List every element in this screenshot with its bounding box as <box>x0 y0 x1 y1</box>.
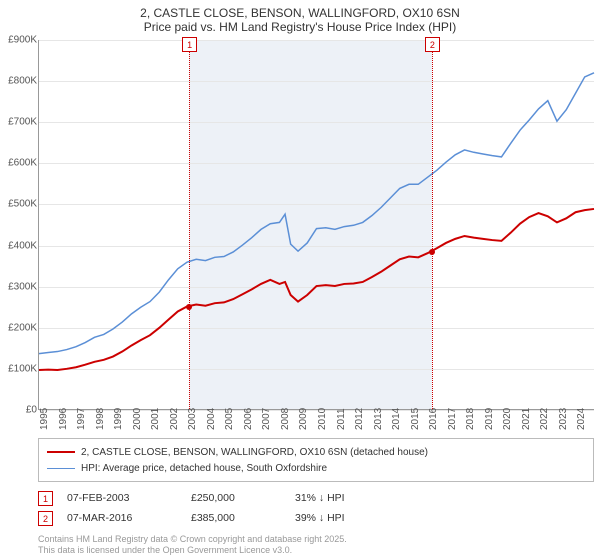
x-axis-label: 2009 <box>298 408 309 430</box>
legend-label: HPI: Average price, detached house, Sout… <box>81 463 327 474</box>
chart-svg <box>39 40 594 409</box>
x-axis-label: 1996 <box>58 408 69 430</box>
transaction-diff: 39% ↓ HPI <box>295 512 385 524</box>
transaction-marker-box: 2 <box>38 511 53 526</box>
y-axis-label: £800K <box>0 76 37 87</box>
x-axis-label: 2006 <box>243 408 254 430</box>
transaction-price: £250,000 <box>191 492 281 504</box>
x-axis-label: 2013 <box>373 408 384 430</box>
x-axis-label: 2008 <box>280 408 291 430</box>
chart-area: 1995199619971998199920002001200220032004… <box>38 40 594 410</box>
y-axis-label: £900K <box>0 35 37 46</box>
x-axis-label: 2016 <box>428 408 439 430</box>
title-subtitle: Price paid vs. HM Land Registry's House … <box>0 20 600 34</box>
marker-number-box: 1 <box>182 37 197 52</box>
footer-line: This data is licensed under the Open Gov… <box>38 545 594 556</box>
x-axis-label: 2021 <box>521 408 532 430</box>
legend-label: 2, CASTLE CLOSE, BENSON, WALLINGFORD, OX… <box>81 447 428 458</box>
x-axis-label: 1998 <box>95 408 106 430</box>
y-axis-label: £600K <box>0 158 37 169</box>
title-address: 2, CASTLE CLOSE, BENSON, WALLINGFORD, OX… <box>0 6 600 20</box>
y-axis-label: £700K <box>0 117 37 128</box>
x-axis-label: 2011 <box>336 408 347 430</box>
x-axis-label: 2001 <box>150 408 161 430</box>
x-axis-label: 1995 <box>39 408 50 430</box>
y-axis-label: £0 <box>0 405 37 416</box>
y-axis-label: £200K <box>0 322 37 333</box>
y-axis-label: £400K <box>0 240 37 251</box>
transaction-date: 07-MAR-2016 <box>67 512 177 524</box>
x-axis-label: 2018 <box>465 408 476 430</box>
x-axis-label: 2010 <box>317 408 328 430</box>
marker-dot <box>429 249 435 255</box>
transaction-diff: 31% ↓ HPI <box>295 492 385 504</box>
vertical-marker: 1 <box>189 40 190 409</box>
marker-dot <box>186 304 192 310</box>
x-axis-labels: 1995 1996 1997 1998 1999 2000 2001 2002 2003 2004… <box>39 411 594 431</box>
x-axis-label: 2022 <box>539 408 550 430</box>
x-axis-label: 1999 <box>113 408 124 430</box>
legend: 2, CASTLE CLOSE, BENSON, WALLINGFORD, OX… <box>38 438 594 482</box>
transaction-price: £385,000 <box>191 512 281 524</box>
series-line-price_paid <box>39 209 594 370</box>
x-axis-label: 2019 <box>484 408 495 430</box>
x-axis-label: 2007 <box>261 408 272 430</box>
legend-item: HPI: Average price, detached house, Sout… <box>47 460 585 476</box>
transaction-row: 2 07-MAR-2016 £385,000 39% ↓ HPI <box>38 508 594 528</box>
x-axis-label: 2003 <box>187 408 198 430</box>
footer: Contains HM Land Registry data © Crown c… <box>38 534 594 556</box>
x-axis-label: 2002 <box>169 408 180 430</box>
transactions-block: 1 07-FEB-2003 £250,000 31% ↓ HPI 2 07-MA… <box>38 488 594 528</box>
legend-swatch <box>47 468 75 469</box>
transaction-marker-box: 1 <box>38 491 53 506</box>
series-line-hpi <box>39 73 594 354</box>
y-axis-label: £500K <box>0 199 37 210</box>
x-axis-label: 1997 <box>76 408 87 430</box>
marker-number-box: 2 <box>425 37 440 52</box>
x-axis-label: 2015 <box>410 408 421 430</box>
vertical-marker: 2 <box>432 40 433 409</box>
x-axis-label: 2024 <box>576 408 587 430</box>
x-axis-label: 2020 <box>502 408 513 430</box>
x-axis-label: 2005 <box>224 408 235 430</box>
x-axis-label: 2000 <box>132 408 143 430</box>
y-axis-label: £100K <box>0 363 37 374</box>
x-axis-label: 2004 <box>206 408 217 430</box>
transaction-row: 1 07-FEB-2003 £250,000 31% ↓ HPI <box>38 488 594 508</box>
y-axis-label: £300K <box>0 281 37 292</box>
x-axis-label: 2012 <box>354 408 365 430</box>
title-block: 2, CASTLE CLOSE, BENSON, WALLINGFORD, OX… <box>0 0 600 36</box>
x-axis-label: 2014 <box>391 408 402 430</box>
x-axis-label: 2017 <box>447 408 458 430</box>
legend-item: 2, CASTLE CLOSE, BENSON, WALLINGFORD, OX… <box>47 444 585 460</box>
chart-container: 2, CASTLE CLOSE, BENSON, WALLINGFORD, OX… <box>0 0 600 560</box>
transaction-date: 07-FEB-2003 <box>67 492 177 504</box>
footer-line: Contains HM Land Registry data © Crown c… <box>38 534 594 545</box>
x-axis-label: 2023 <box>558 408 569 430</box>
legend-swatch <box>47 451 75 453</box>
